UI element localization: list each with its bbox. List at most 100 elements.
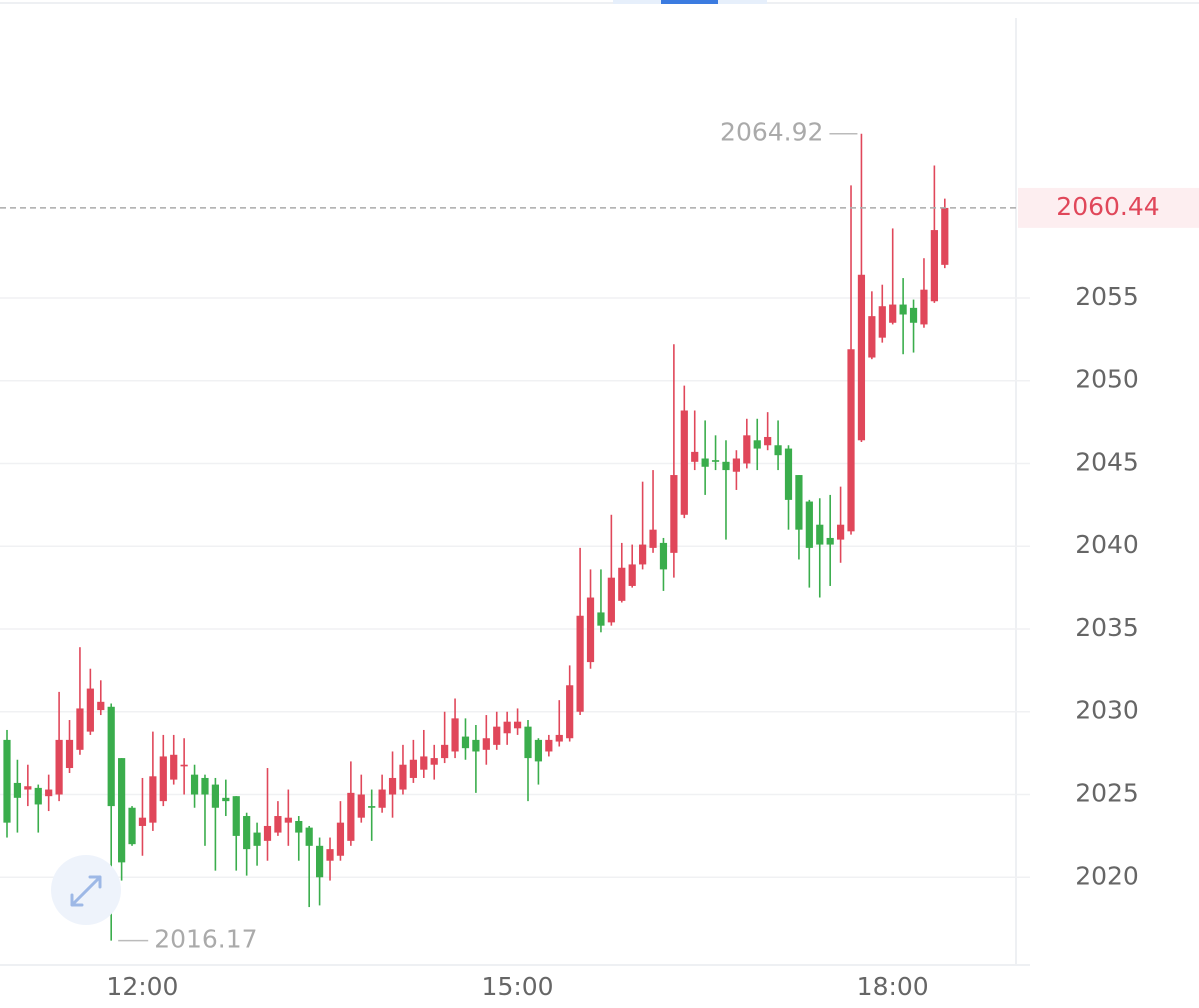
candle-body [868, 316, 876, 358]
candle-body [513, 721, 522, 729]
tab-indicator [661, 0, 718, 4]
candle-body [857, 274, 866, 441]
candle-body [566, 685, 574, 739]
candle-body [816, 524, 824, 545]
candle-body [503, 721, 511, 734]
candle-body [628, 564, 636, 586]
candle-body [649, 529, 657, 548]
candle-body [805, 501, 813, 548]
candle-body [930, 230, 938, 302]
candle-body [45, 789, 53, 797]
candle-body [878, 306, 886, 338]
candle-body [368, 806, 376, 808]
candle-body [534, 739, 543, 762]
y-tick-label: 2025 [1075, 779, 1139, 808]
candle-body [555, 734, 563, 742]
candle-body [76, 708, 84, 750]
expand-icon[interactable] [70, 875, 102, 907]
candle-body [149, 776, 157, 823]
candle-body [263, 825, 272, 841]
candle-body [941, 207, 949, 265]
x-tick-label: 15:00 [482, 972, 554, 1001]
candle-body [607, 577, 615, 623]
candle-body [97, 701, 105, 711]
candle-body [441, 744, 449, 759]
candle-body [618, 567, 626, 601]
y-tick-label: 2045 [1075, 447, 1139, 476]
candle-body [545, 739, 553, 752]
candle-body [430, 758, 438, 765]
x-tick-label: 12:00 [106, 972, 178, 1001]
candle-body [524, 726, 532, 759]
candle-body [13, 782, 22, 798]
candle-body [138, 817, 147, 826]
candle-body [378, 789, 386, 808]
candle-body [659, 542, 668, 570]
candle-body [284, 817, 292, 823]
max-label: 2064.92 [720, 118, 823, 147]
candle-body [847, 349, 855, 532]
y-tick-label: 2050 [1075, 365, 1139, 394]
y-tick-label: 2040 [1075, 530, 1139, 559]
candle-body [201, 777, 209, 795]
candle-body [253, 832, 261, 846]
candle-body [55, 739, 63, 795]
candle-body [24, 786, 32, 790]
candle-body [472, 739, 480, 752]
candle-body [451, 718, 459, 752]
candle-body [691, 451, 699, 462]
candle-body [243, 816, 251, 850]
y-tick-label: 2035 [1075, 613, 1139, 642]
candle-body [576, 615, 584, 712]
candle-body [461, 736, 470, 749]
candle-body [764, 436, 772, 446]
candle-body [326, 849, 334, 861]
x-tick-label: 18:00 [857, 972, 929, 1001]
candle-body [670, 475, 678, 553]
candle-body [711, 460, 720, 462]
candle-body [889, 304, 897, 323]
expand-button[interactable] [51, 855, 121, 925]
candle-body [909, 307, 918, 323]
candle-body [920, 289, 928, 325]
candle-body [65, 739, 74, 769]
candle-body [586, 597, 595, 663]
candle-body [482, 738, 490, 750]
candle-body [295, 820, 303, 833]
candle-body [899, 304, 907, 315]
candle-body [388, 777, 397, 795]
candle-body [409, 759, 417, 778]
candle-body [347, 792, 355, 841]
candle-body [722, 461, 730, 471]
candle-body [493, 726, 501, 745]
candle-body [837, 524, 845, 540]
candle-body [128, 807, 136, 845]
candle-body [826, 537, 834, 545]
candle-body [3, 739, 11, 823]
candle-body [680, 410, 688, 515]
candle-body [159, 756, 167, 802]
candle-body [639, 544, 647, 565]
candle-body [753, 440, 761, 449]
candle-body [232, 796, 240, 836]
y-tick-label: 2055 [1075, 282, 1139, 311]
candle-body [34, 787, 42, 805]
candle-body [222, 797, 230, 802]
candle-body [190, 774, 199, 795]
candle-body [305, 827, 313, 846]
candle-body [118, 758, 126, 863]
candle-body [357, 794, 365, 818]
candle-body [732, 458, 740, 472]
y-tick-label: 2030 [1075, 696, 1139, 725]
candle-body [211, 784, 219, 808]
candle-body [420, 756, 428, 770]
candle-body [86, 688, 94, 732]
candle-body [774, 445, 782, 456]
candle-body [180, 764, 188, 767]
candle-body [336, 822, 345, 856]
candle-body [107, 706, 115, 807]
min-label: 2016.17 [154, 925, 257, 954]
y-tick-label: 2020 [1075, 861, 1139, 890]
candle-body [170, 754, 178, 780]
